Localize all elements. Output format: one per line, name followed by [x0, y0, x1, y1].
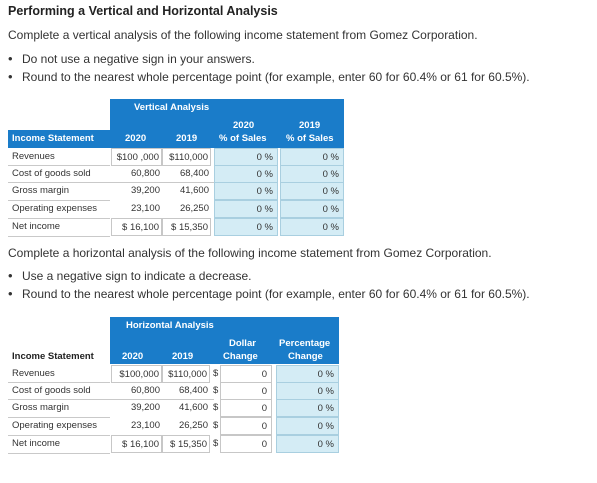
- value-2020: 39,200: [130, 402, 160, 413]
- pct-change-input[interactable]: 0 %: [276, 365, 339, 383]
- horizontal-bullets: Use a negative sign to indicate a decrea…: [0, 267, 530, 303]
- page-title: Performing a Vertical and Horizontal Ana…: [8, 4, 278, 18]
- row-label: Cost of goods sold: [12, 168, 91, 179]
- dollar-sign: $: [213, 368, 219, 379]
- value-2020: $100,000: [111, 365, 162, 383]
- value-2020: 39,200: [130, 185, 160, 196]
- col-header-pct: Change: [288, 351, 323, 362]
- bullet-item: Do not use a negative sign in your answe…: [8, 50, 530, 68]
- value-2019: $ 15,350: [162, 218, 211, 236]
- bullet-item: Round to the nearest whole percentage po…: [8, 68, 530, 86]
- table-header-band: [110, 317, 339, 364]
- row-label: Cost of goods sold: [12, 385, 91, 396]
- table-row: Net income $ 16,100 $ 15,350 $ 0 0 %: [8, 435, 339, 453]
- pct-2020-input[interactable]: 0 %: [214, 165, 278, 183]
- table-section-header: Vertical Analysis: [134, 102, 210, 113]
- horizontal-instruction: Complete a horizontal analysis of the fo…: [8, 246, 492, 260]
- pct-change-input[interactable]: 0 %: [276, 417, 339, 435]
- col-header-dollar-top: Dollar: [229, 338, 256, 349]
- value-2019: 26,250: [178, 420, 208, 431]
- pct-2020-input[interactable]: 0 %: [214, 182, 278, 200]
- value-2020: $100 ,000: [111, 148, 162, 166]
- table-row: Cost of goods sold 60,800 68,400 $ 0 0 %: [8, 382, 339, 400]
- value-2020: $ 16,100: [111, 218, 162, 236]
- vertical-instruction: Complete a vertical analysis of the foll…: [8, 28, 478, 42]
- dollar-change-input[interactable]: 0: [220, 435, 272, 453]
- col-header-pct2019-top: 2019: [299, 120, 321, 131]
- bullet-item: Round to the nearest whole percentage po…: [8, 285, 530, 303]
- value-2019: $ 15,350: [162, 435, 210, 453]
- value-2019: $110,000: [162, 148, 211, 166]
- col-header-income: Income Statement: [12, 133, 94, 144]
- pct-2019-input[interactable]: 0 %: [280, 218, 344, 236]
- value-2020: 23,100: [130, 420, 160, 431]
- dollar-change-input[interactable]: 0: [220, 382, 272, 400]
- col-header-pct2020-top: 2020: [233, 120, 255, 131]
- col-header-pct2019: % of Sales: [286, 133, 334, 144]
- value-2020: $ 16,100: [111, 435, 162, 453]
- pct-2020-input[interactable]: 0 %: [214, 218, 278, 236]
- dollar-sign: $: [213, 385, 219, 396]
- table-row: Net income $ 16,100 $ 15,350 0 % 0 %: [8, 218, 344, 236]
- table-row: Gross margin 39,200 41,600 $ 0 0 %: [8, 399, 339, 417]
- col-header-dollar: Change: [223, 351, 258, 362]
- table-row: Revenues $100,000 $110,000 $ 0 0 %: [8, 365, 339, 383]
- dollar-sign: $: [213, 438, 219, 449]
- row-label: Gross margin: [12, 402, 70, 413]
- value-2020: 23,100: [130, 203, 160, 214]
- value-2019: 68,400: [178, 385, 208, 396]
- row-label: Operating expenses: [12, 420, 98, 431]
- table-header-band: [110, 99, 344, 148]
- col-header-2019: 2019: [172, 351, 194, 362]
- row-label: Revenues: [12, 368, 55, 379]
- pct-change-input[interactable]: 0 %: [276, 435, 339, 453]
- dollar-sign: $: [213, 402, 219, 413]
- table-section-header: Horizontal Analysis: [126, 320, 214, 331]
- value-2019: 26,250: [179, 203, 209, 214]
- row-label: Operating expenses: [12, 203, 98, 214]
- row-label: Revenues: [12, 151, 55, 162]
- col-header-income: Income Statement: [12, 351, 94, 362]
- col-header-pct-top: Percentage: [279, 338, 331, 349]
- value-2019: 41,600: [178, 402, 208, 413]
- pct-2020-input[interactable]: 0 %: [214, 148, 278, 166]
- row-label: Gross margin: [12, 185, 70, 196]
- col-header-2019: 2019: [176, 133, 198, 144]
- value-2019: 41,600: [179, 185, 209, 196]
- col-header-2020: 2020: [122, 351, 144, 362]
- col-header-pct2020: % of Sales: [219, 133, 267, 144]
- value-2019: $110,000: [162, 365, 210, 383]
- dollar-change-input[interactable]: 0: [220, 417, 272, 435]
- value-2019: 68,400: [179, 168, 209, 179]
- row-label: Net income: [12, 221, 61, 232]
- table-row: Revenues $100 ,000 $110,000 0 % 0 %: [8, 148, 344, 166]
- table-header-band: [8, 130, 110, 148]
- table-row: Operating expenses 23,100 26,250 $ 0 0 %: [8, 417, 339, 435]
- value-2020: 60,800: [130, 385, 160, 396]
- pct-2020-input[interactable]: 0 %: [214, 200, 278, 218]
- pct-change-input[interactable]: 0 %: [276, 399, 339, 417]
- pct-2019-input[interactable]: 0 %: [280, 200, 344, 218]
- col-header-2020: 2020: [125, 133, 147, 144]
- dollar-change-input[interactable]: 0: [220, 365, 272, 383]
- pct-2019-input[interactable]: 0 %: [280, 165, 344, 183]
- pct-change-input[interactable]: 0 %: [276, 382, 339, 400]
- dollar-change-input[interactable]: 0: [220, 399, 272, 417]
- table-row: Gross margin 39,200 41,600 0 % 0 %: [8, 182, 344, 200]
- row-label: Net income: [12, 438, 61, 449]
- value-2020: 60,800: [130, 168, 160, 179]
- table-row: Cost of goods sold 60,800 68,400 0 % 0 %: [8, 165, 344, 183]
- table-row: Operating expenses 23,100 26,250 0 % 0 %: [8, 200, 344, 218]
- pct-2019-input[interactable]: 0 %: [280, 182, 344, 200]
- bullet-item: Use a negative sign to indicate a decrea…: [8, 267, 530, 285]
- vertical-bullets: Do not use a negative sign in your answe…: [0, 50, 530, 86]
- pct-2019-input[interactable]: 0 %: [280, 148, 344, 166]
- dollar-sign: $: [213, 420, 219, 431]
